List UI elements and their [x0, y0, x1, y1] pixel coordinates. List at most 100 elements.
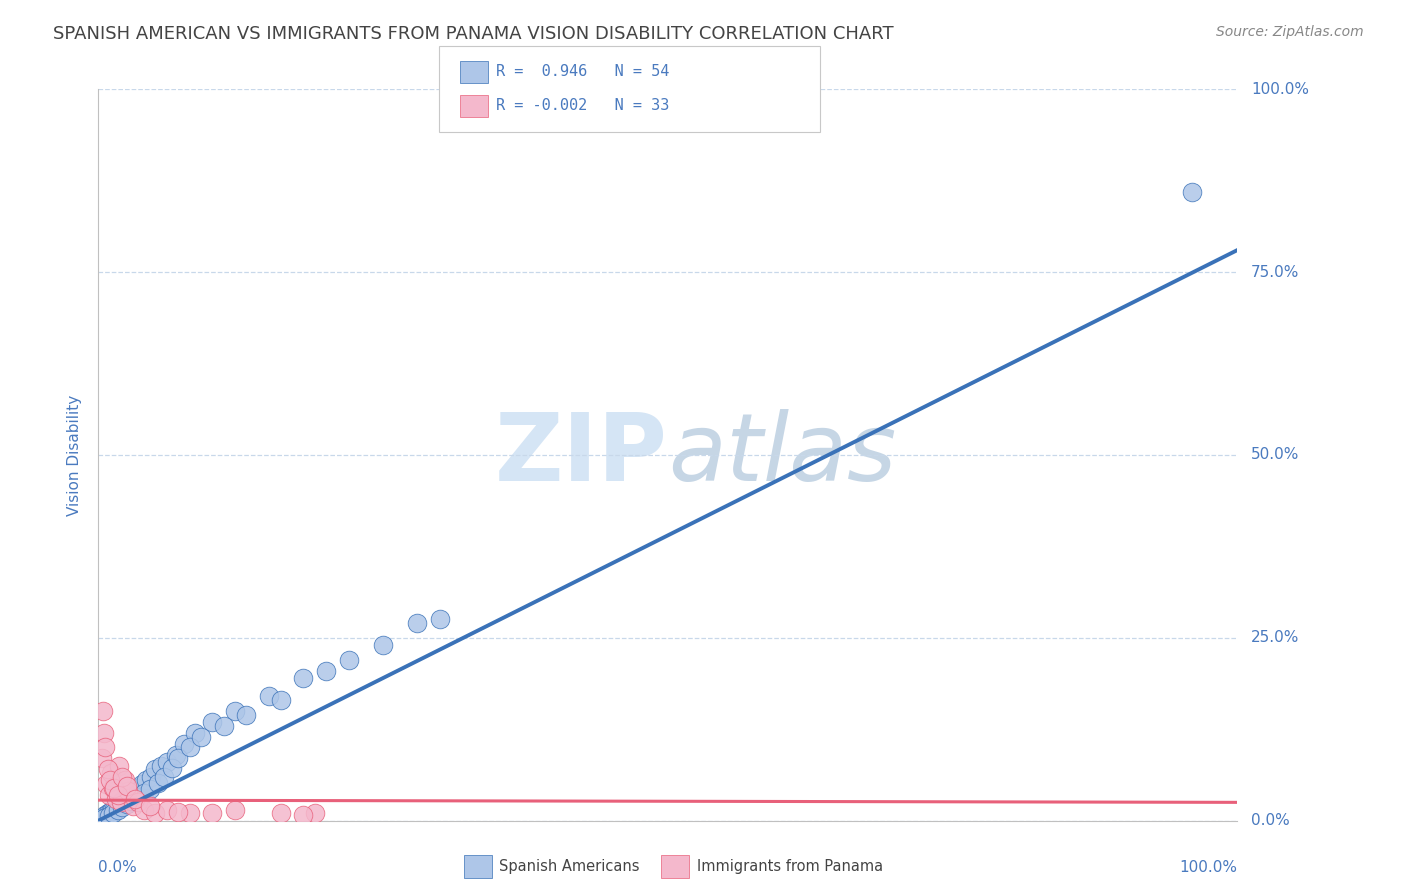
- Point: [96, 763, 118, 777]
- Point: [108, 799, 131, 814]
- Point: [201, 806, 224, 821]
- Point: [117, 784, 139, 798]
- Point: [115, 797, 138, 811]
- Point: [224, 803, 246, 817]
- Point: [132, 803, 155, 817]
- Point: [110, 797, 132, 812]
- Point: [179, 806, 201, 821]
- Text: 100.0%: 100.0%: [1251, 82, 1309, 96]
- Point: [115, 779, 138, 793]
- Point: [156, 755, 179, 769]
- Point: [98, 773, 121, 788]
- Point: [138, 782, 160, 797]
- Text: R =  0.946   N = 54: R = 0.946 N = 54: [496, 64, 669, 79]
- Point: [162, 761, 184, 775]
- Point: [145, 806, 167, 821]
- Text: Immigrants from Panama: Immigrants from Panama: [697, 859, 883, 873]
- Point: [127, 796, 149, 810]
- Point: [146, 775, 169, 789]
- Point: [103, 780, 125, 795]
- Point: [120, 790, 142, 805]
- Point: [337, 653, 360, 667]
- Text: 0.0%: 0.0%: [98, 860, 138, 874]
- Point: [103, 802, 125, 816]
- Point: [91, 810, 114, 824]
- Point: [112, 796, 135, 810]
- Point: [110, 796, 132, 810]
- Text: 0.0%: 0.0%: [1251, 814, 1289, 828]
- Point: [270, 806, 292, 821]
- Point: [108, 758, 131, 772]
- Point: [127, 789, 149, 804]
- Point: [165, 747, 187, 762]
- Text: Source: ZipAtlas.com: Source: ZipAtlas.com: [1216, 25, 1364, 39]
- Point: [201, 714, 224, 729]
- Point: [97, 808, 120, 822]
- Point: [104, 791, 127, 805]
- Point: [190, 730, 212, 744]
- Text: ZIP: ZIP: [495, 409, 668, 501]
- Point: [101, 804, 124, 818]
- Point: [371, 638, 394, 652]
- Point: [94, 807, 117, 822]
- Point: [105, 800, 128, 814]
- Point: [93, 812, 115, 826]
- Point: [120, 794, 142, 808]
- Point: [114, 773, 136, 788]
- Point: [292, 671, 315, 685]
- Point: [153, 770, 176, 784]
- Point: [107, 788, 129, 802]
- Point: [224, 704, 246, 718]
- Point: [94, 740, 117, 755]
- Point: [132, 786, 155, 800]
- Point: [212, 718, 235, 732]
- Point: [315, 664, 337, 678]
- Point: [100, 766, 122, 780]
- Point: [124, 784, 146, 798]
- Point: [114, 793, 136, 807]
- Point: [103, 780, 125, 795]
- Point: [138, 799, 160, 814]
- Point: [150, 758, 173, 772]
- Point: [135, 773, 157, 788]
- Point: [184, 726, 207, 740]
- Point: [173, 737, 195, 751]
- Point: [156, 803, 179, 817]
- Point: [111, 799, 134, 814]
- Point: [98, 805, 121, 819]
- Point: [117, 791, 139, 805]
- Point: [96, 806, 118, 821]
- Point: [139, 770, 162, 784]
- Point: [1181, 185, 1204, 199]
- Text: 50.0%: 50.0%: [1251, 448, 1299, 462]
- Point: [103, 805, 125, 820]
- Point: [270, 693, 292, 707]
- Point: [429, 613, 451, 627]
- Point: [111, 770, 134, 784]
- Text: 25.0%: 25.0%: [1251, 631, 1299, 645]
- Point: [121, 799, 143, 814]
- Point: [121, 788, 143, 802]
- Point: [97, 788, 120, 802]
- Text: 100.0%: 100.0%: [1180, 860, 1237, 874]
- Point: [145, 763, 167, 777]
- Text: SPANISH AMERICAN VS IMMIGRANTS FROM PANAMA VISION DISABILITY CORRELATION CHART: SPANISH AMERICAN VS IMMIGRANTS FROM PANA…: [53, 25, 894, 43]
- Point: [127, 780, 149, 795]
- Text: 75.0%: 75.0%: [1251, 265, 1299, 279]
- Point: [107, 803, 129, 817]
- Point: [91, 704, 114, 718]
- Y-axis label: Vision Disability: Vision Disability: [67, 394, 83, 516]
- Point: [167, 751, 190, 765]
- Point: [93, 726, 115, 740]
- Point: [96, 777, 118, 791]
- Point: [167, 805, 190, 819]
- Point: [131, 777, 153, 791]
- Text: R = -0.002   N = 33: R = -0.002 N = 33: [496, 98, 669, 113]
- Point: [259, 690, 281, 704]
- Point: [304, 806, 326, 821]
- Text: Spanish Americans: Spanish Americans: [499, 859, 640, 873]
- Point: [406, 616, 429, 631]
- Text: atlas: atlas: [668, 409, 896, 500]
- Point: [124, 791, 146, 805]
- Point: [292, 807, 315, 822]
